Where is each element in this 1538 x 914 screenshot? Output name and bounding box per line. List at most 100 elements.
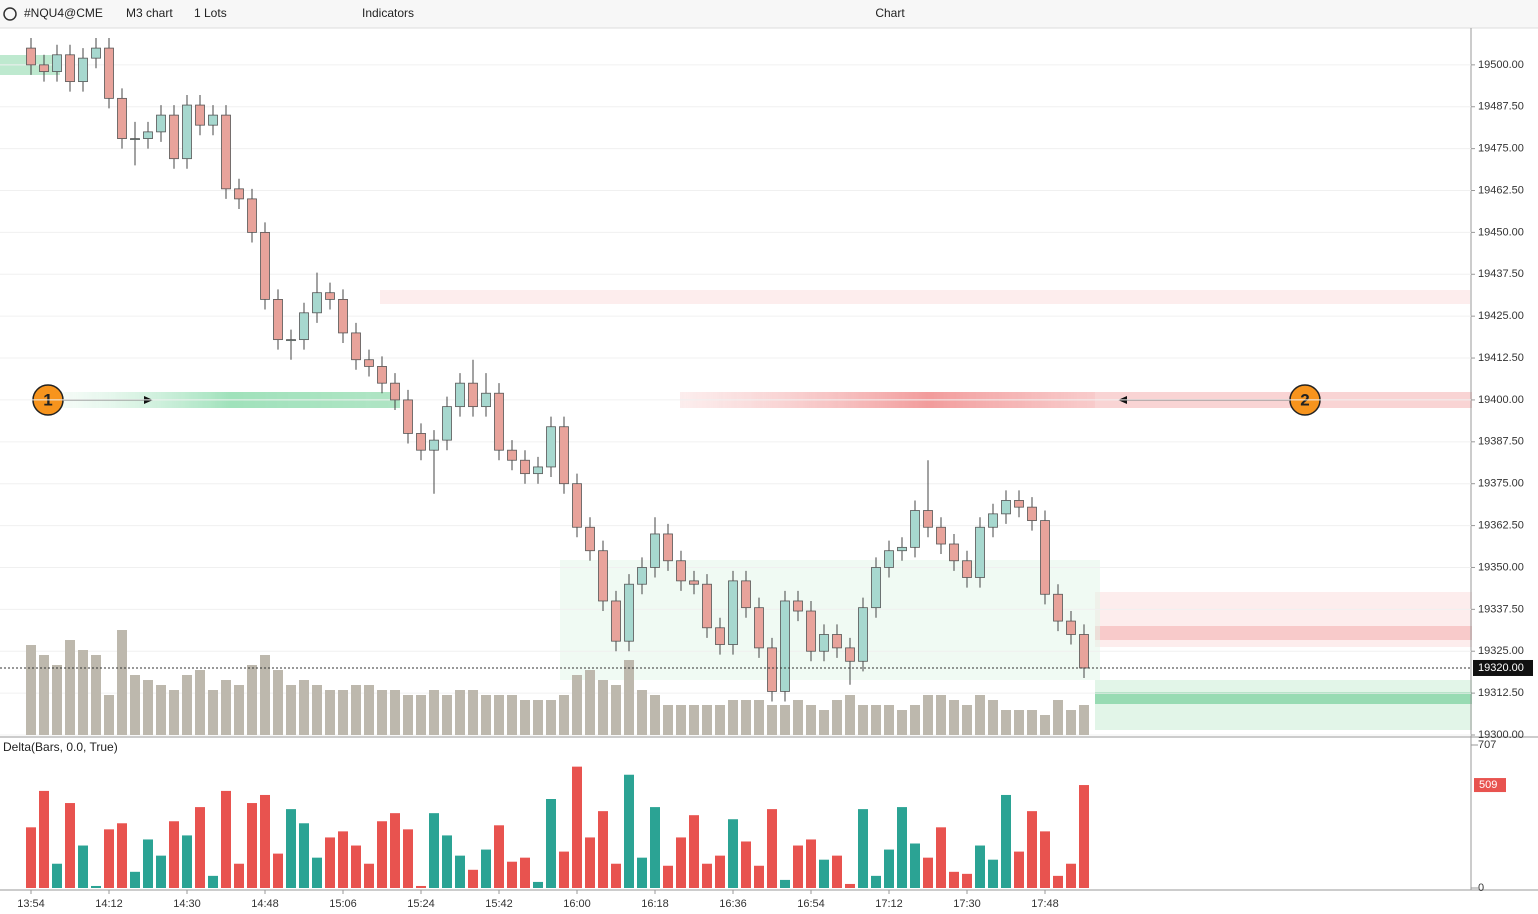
candle-body (429, 439, 439, 451)
delta-bar (377, 821, 387, 888)
delta-bar (78, 845, 88, 888)
y-tick-label: 19400.00 (1478, 394, 1524, 406)
delta-bar (494, 825, 504, 888)
volume-bar (1001, 710, 1011, 735)
volume-bar (767, 705, 777, 735)
volume-bar (91, 655, 101, 735)
candle-body (156, 114, 166, 133)
volume-bar (598, 680, 608, 735)
x-tick-label: 15:24 (407, 898, 435, 910)
delta-bar (754, 865, 764, 888)
delta-bar (988, 859, 998, 888)
last-price-box (1473, 659, 1533, 676)
delta-bar (312, 857, 322, 888)
volume-bar (754, 700, 764, 735)
y-tick-label: 19450.00 (1478, 226, 1524, 238)
y-tick-label: 19437.50 (1478, 268, 1524, 280)
volume-bar (143, 680, 153, 735)
delta-bar (650, 807, 660, 888)
candle-body (442, 406, 452, 441)
delta-bar (143, 839, 153, 888)
volume-bar (351, 685, 361, 735)
volume-bar (247, 665, 257, 735)
volume-bar (312, 685, 322, 735)
last-delta-box (1474, 778, 1506, 793)
volume-bar (546, 700, 556, 735)
x-tick-label: 17:48 (1031, 898, 1059, 910)
candle-body (533, 466, 543, 475)
candle-body (364, 359, 374, 367)
candle-body (377, 366, 387, 384)
volume-bar (403, 695, 413, 735)
candle-body (78, 57, 88, 83)
delta-bar (299, 823, 309, 888)
volume-bar (988, 700, 998, 735)
volume-bar (273, 670, 283, 735)
logo (3, 7, 17, 21)
delta-bar (65, 803, 75, 888)
volume-bar (624, 660, 634, 735)
delta-bar (520, 857, 530, 888)
volume-bar (221, 680, 231, 735)
y-tick-label: 19312.50 (1478, 687, 1524, 699)
indicators-button[interactable]: Indicators (362, 6, 414, 20)
volume-bar (962, 705, 972, 735)
delta-bar (546, 799, 556, 888)
candle-body (806, 610, 816, 652)
candle-body (949, 543, 959, 562)
delta-bar (130, 871, 140, 888)
x-tick-label: 16:00 (563, 898, 591, 910)
delta-bar (858, 809, 868, 888)
delta-bar (455, 855, 465, 888)
candle-body (286, 339, 296, 342)
volume-bar (208, 690, 218, 735)
candle-body (260, 231, 270, 300)
volume-bar (559, 695, 569, 735)
volume-bar (663, 705, 673, 735)
x-tick-label: 16:54 (797, 898, 825, 910)
volume-bar (832, 700, 842, 735)
symbol[interactable]: #NQU4@CME (24, 6, 103, 20)
x-tick-label: 14:30 (173, 898, 201, 910)
delta-bar (598, 811, 608, 888)
y-tick-label: 19325.00 (1478, 645, 1524, 657)
volume-bar (650, 695, 660, 735)
volume-bar (572, 675, 582, 735)
volume-bar (442, 695, 452, 735)
x-tick-label: 15:42 (485, 898, 513, 910)
delta-bar (728, 819, 738, 888)
candle-body (52, 54, 62, 72)
candle-body (663, 533, 673, 562)
volume-bar (468, 690, 478, 735)
volume-bar (481, 695, 491, 735)
indicator-title: Delta(Bars, 0.0, True) (3, 740, 118, 754)
x-tick-label: 16:36 (719, 898, 747, 910)
delta-bar (910, 843, 920, 888)
y-tick-label: 19425.00 (1478, 310, 1524, 322)
volume-bar (637, 690, 647, 735)
delta-bar (416, 885, 426, 888)
delta-bar (1001, 794, 1011, 888)
candle-body (1027, 506, 1037, 521)
volume-bar (793, 700, 803, 735)
lots[interactable]: 1 Lots (194, 6, 227, 20)
candle-body (390, 382, 400, 401)
delta-bar (962, 873, 972, 888)
candle-body (1040, 520, 1050, 595)
delta-bar (182, 835, 192, 888)
y-tick-label: 19375.00 (1478, 478, 1524, 490)
volume-bar (78, 650, 88, 735)
candle-body (338, 299, 348, 334)
timeframe[interactable]: M3 chart (126, 6, 173, 20)
delta-bar (221, 790, 231, 888)
delta-bar (715, 855, 725, 888)
delta-bar (208, 875, 218, 888)
delta-bar (871, 875, 881, 888)
last-price-label: 19320.00 (1478, 662, 1524, 674)
candle-body (676, 560, 686, 582)
last-delta-label: 509 (1479, 779, 1497, 791)
delta-bar (975, 845, 985, 888)
candle-body (962, 560, 972, 578)
delta-bar (52, 863, 62, 888)
volume-bar (39, 655, 49, 735)
